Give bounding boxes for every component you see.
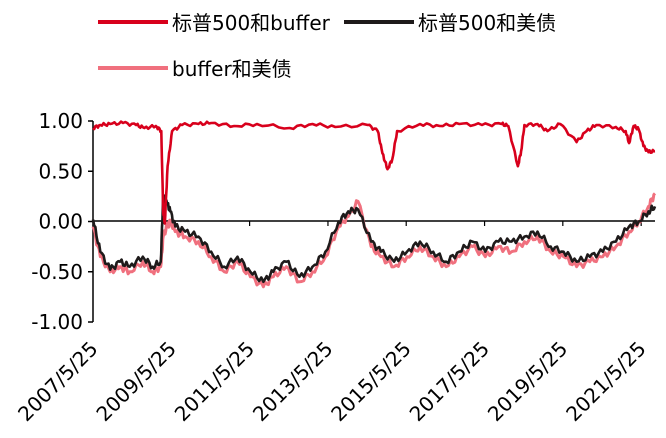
series-layer [91, 120, 657, 289]
series-line-sp500-treasury [91, 194, 657, 284]
legend-label-sp500-treasury: 标普500和美债 [418, 11, 556, 35]
series-line-sp500-buffer [92, 120, 656, 225]
legend: 标普500和buffer 标普500和美债 buffer和美债 [98, 11, 556, 81]
x-tick-label: 2021/5/25 [561, 337, 650, 426]
legend-label-sp500-buffer: 标普500和buffer [172, 11, 331, 35]
legend-label-buffer-treasury: buffer和美债 [172, 57, 292, 81]
series-line-buffer-treasury [91, 192, 657, 289]
y-tick-label: -0.50 [31, 260, 83, 284]
x-tick-label: 2011/5/25 [170, 337, 259, 426]
y-tick-label: 0.50 [38, 159, 83, 183]
x-tick-label: 2007/5/25 [13, 337, 102, 426]
y-tick-label: 1.00 [38, 109, 83, 133]
x-tick-label: 2013/5/25 [248, 337, 337, 426]
y-tick-label: -1.00 [31, 310, 83, 334]
x-tick-label: 2019/5/25 [483, 337, 572, 426]
x-tick-label: 2015/5/25 [326, 337, 415, 426]
y-axis: 1.00 0.50 0.00 -0.50 -1.00 [31, 109, 94, 334]
y-ticks: 1.00 0.50 0.00 -0.50 -1.00 [31, 109, 93, 334]
x-tick-label: 2017/5/25 [405, 337, 494, 426]
y-tick-label: 0.00 [38, 210, 83, 234]
x-tick-label: 2009/5/25 [91, 337, 180, 426]
